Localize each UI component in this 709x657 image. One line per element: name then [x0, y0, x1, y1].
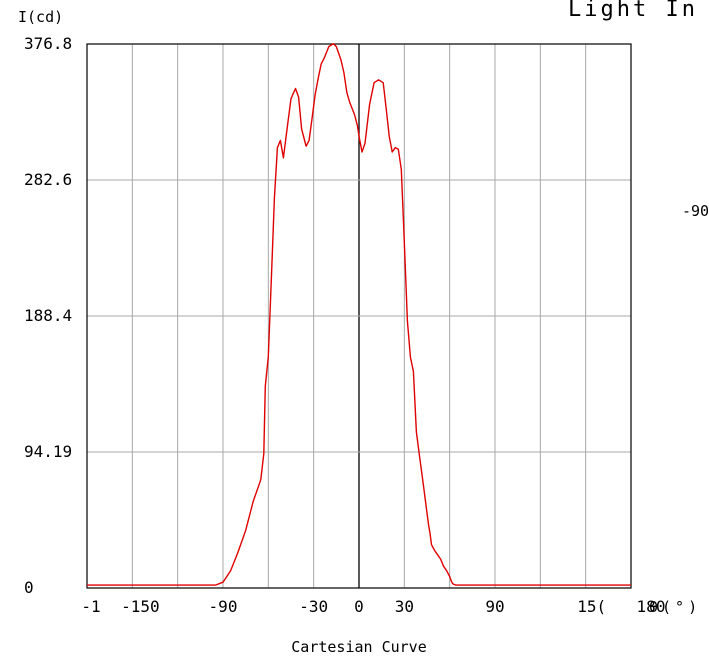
x-tick-labels: -1 -150 -90 -30 0 30 90 15( 180	[81, 597, 665, 616]
chart-title-fragment: Light In	[568, 0, 698, 22]
y-tick-label: 188.4	[24, 306, 72, 325]
curve-layer	[87, 43, 631, 586]
x-tick-label: -90	[209, 597, 238, 616]
y-tick-label: 376.8	[24, 34, 72, 53]
x-axis-label: θ(°)	[649, 598, 701, 616]
chart-subtitle: Cartesian Curve	[291, 638, 426, 656]
intensity-curve	[87, 43, 631, 586]
x-tick-label: -1	[81, 597, 100, 616]
x-tick-label: 30	[395, 597, 414, 616]
side-label-fragment: -90	[682, 202, 709, 220]
x-tick-label: 180	[637, 597, 666, 616]
y-axis-label: I(cd)	[18, 8, 63, 26]
x-tick-label: 90	[485, 597, 504, 616]
y-tick-labels: 0 94.19 188.4 282.6 376.8	[24, 34, 72, 597]
grid	[87, 44, 631, 588]
x-tick-label: -30	[299, 597, 328, 616]
x-tick-label: 15(	[577, 597, 606, 616]
plot-frame	[86, 43, 632, 589]
x-tick-label: -150	[121, 597, 160, 616]
y-tick-label: 94.19	[24, 442, 72, 461]
y-tick-label: 282.6	[24, 170, 72, 189]
y-tick-label: 0	[24, 578, 34, 597]
x-tick-label: 0	[354, 597, 364, 616]
